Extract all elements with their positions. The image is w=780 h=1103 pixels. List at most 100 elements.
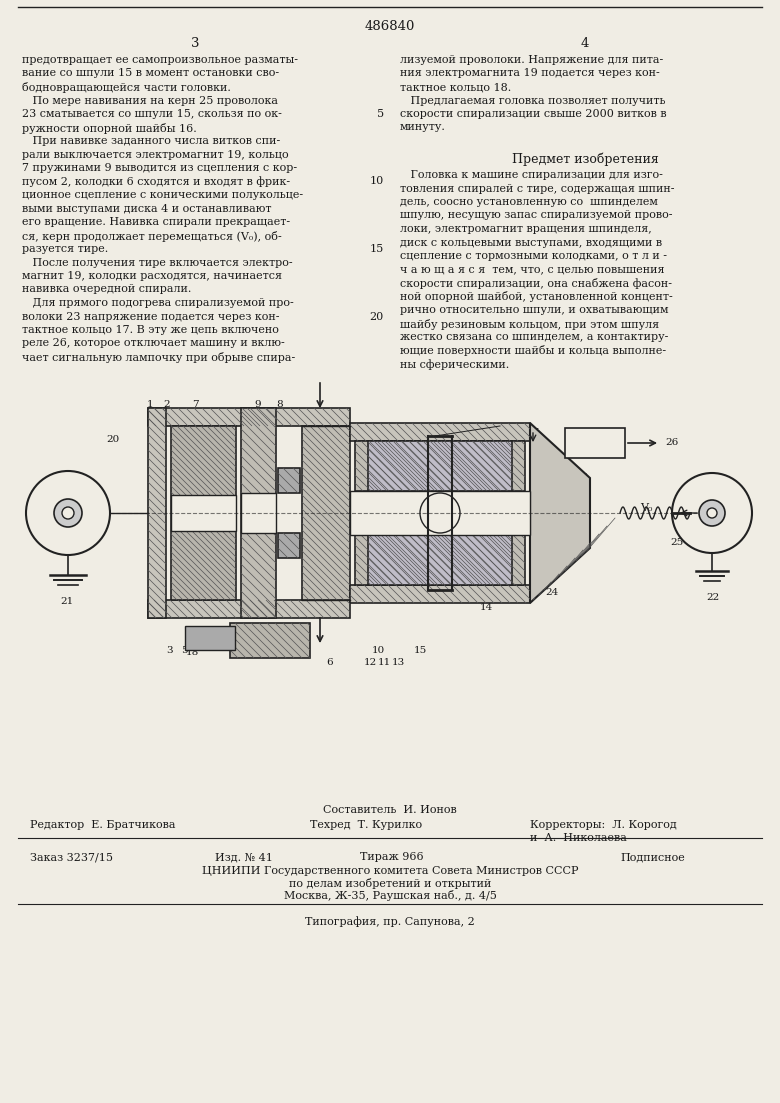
Text: Техред  Т. Курилко: Техред Т. Курилко bbox=[310, 820, 422, 829]
Text: вание со шпули 15 в момент остановки сво-: вание со шпули 15 в момент остановки сво… bbox=[22, 68, 279, 78]
Text: дель, соосно установленную со  шпинделем: дель, соосно установленную со шпинделем bbox=[400, 197, 658, 207]
Text: По мере навивания на керн 25 проволока: По мере навивания на керн 25 проволока bbox=[22, 96, 278, 106]
Text: V: V bbox=[528, 428, 537, 441]
Text: жестко связана со шпинделем, а контактиру-: жестко связана со шпинделем, а контактир… bbox=[400, 332, 668, 342]
Bar bbox=[302, 426, 350, 600]
Text: 19: 19 bbox=[155, 601, 168, 610]
Bar bbox=[241, 408, 276, 618]
Text: 15: 15 bbox=[413, 646, 427, 655]
Text: волоки 23 напряжение подается через кон-: волоки 23 напряжение подается через кон- bbox=[22, 311, 279, 321]
Bar bbox=[278, 533, 300, 558]
Text: 9: 9 bbox=[255, 400, 261, 409]
Text: ной опорной шайбой, установленной концент-: ной опорной шайбой, установленной концен… bbox=[400, 291, 672, 302]
Text: 4: 4 bbox=[581, 38, 589, 50]
Text: 486840: 486840 bbox=[365, 20, 415, 33]
Text: 7: 7 bbox=[192, 400, 198, 409]
Text: 16: 16 bbox=[490, 425, 503, 433]
Text: ся, керн продолжает перемещаться (V₀), об-: ся, керн продолжает перемещаться (V₀), о… bbox=[22, 231, 282, 242]
Text: 20: 20 bbox=[370, 311, 384, 321]
Text: ч а ю щ а я с я  тем, что, с целью повышения: ч а ю щ а я с я тем, что, с целью повыше… bbox=[400, 265, 665, 275]
Circle shape bbox=[420, 493, 460, 533]
Bar bbox=[350, 585, 530, 603]
Bar bbox=[241, 493, 276, 533]
Text: магнит 19, колодки расходятся, начинается: магнит 19, колодки расходятся, начинаетс… bbox=[22, 271, 282, 281]
Text: диск с кольцевыми выступами, входящими в: диск с кольцевыми выступами, входящими в bbox=[400, 237, 662, 247]
Text: сцепление с тормозными колодками, о т л и -: сцепление с тормозными колодками, о т л … bbox=[400, 251, 667, 261]
Bar bbox=[148, 600, 350, 618]
Text: 14: 14 bbox=[480, 603, 493, 612]
Bar bbox=[350, 422, 530, 441]
Text: 11: 11 bbox=[378, 658, 391, 667]
Text: 25: 25 bbox=[670, 538, 683, 547]
Text: 10: 10 bbox=[371, 646, 385, 655]
Text: товления спиралей с тире, содержащая шпин-: товления спиралей с тире, содержащая шпи… bbox=[400, 183, 675, 193]
Bar bbox=[355, 441, 525, 491]
Text: навивка очередной спирали.: навивка очередной спирали. bbox=[22, 285, 191, 295]
Text: 10: 10 bbox=[370, 176, 384, 186]
Text: 21: 21 bbox=[60, 597, 73, 606]
Text: тактное кольцо 18.: тактное кольцо 18. bbox=[400, 82, 511, 92]
Circle shape bbox=[54, 499, 82, 527]
Bar bbox=[368, 535, 512, 585]
Text: рали выключается электромагнит 19, кольцо: рали выключается электромагнит 19, кольц… bbox=[22, 150, 289, 160]
Circle shape bbox=[368, 441, 512, 585]
Text: 8: 8 bbox=[277, 400, 283, 409]
Circle shape bbox=[707, 508, 717, 518]
Text: 3: 3 bbox=[191, 38, 199, 50]
Text: разуется тире.: разуется тире. bbox=[22, 244, 108, 254]
Bar bbox=[171, 495, 236, 531]
Text: минуту.: минуту. bbox=[400, 122, 446, 132]
Text: 5: 5 bbox=[181, 646, 187, 655]
Text: Головка к машине спирализации для изго-: Головка к машине спирализации для изго- bbox=[400, 170, 663, 180]
Text: 20: 20 bbox=[106, 435, 119, 445]
Circle shape bbox=[62, 507, 74, 520]
Circle shape bbox=[672, 473, 752, 553]
Text: шайбу резиновым кольцом, при этом шпуля: шайбу резиновым кольцом, при этом шпуля bbox=[400, 319, 659, 330]
Text: Изд. № 41: Изд. № 41 bbox=[215, 852, 273, 863]
Bar bbox=[355, 535, 525, 585]
Text: лизуемой проволоки. Напряжение для пита-: лизуемой проволоки. Напряжение для пита- bbox=[400, 55, 663, 65]
Text: 13: 13 bbox=[392, 658, 405, 667]
Text: ЦНИИПИ Государственного комитета Совета Министров СССР: ЦНИИПИ Государственного комитета Совета … bbox=[202, 866, 578, 876]
Text: бодновращающейся части головки.: бодновращающейся части головки. bbox=[22, 82, 231, 93]
Text: Предлагаемая головка позволяет получить: Предлагаемая головка позволяет получить bbox=[400, 96, 665, 106]
Text: 23 сматывается со шпули 15, скользя по ок-: 23 сматывается со шпули 15, скользя по о… bbox=[22, 109, 282, 119]
Text: Заказ 3237/15: Заказ 3237/15 bbox=[30, 852, 113, 863]
Text: 1: 1 bbox=[147, 400, 154, 409]
Text: ружности опорной шайбы 16.: ружности опорной шайбы 16. bbox=[22, 122, 197, 133]
Bar bbox=[278, 468, 300, 493]
Text: 6: 6 bbox=[327, 658, 333, 667]
Text: ния электромагнита 19 подается через кон-: ния электромагнита 19 подается через кон… bbox=[400, 68, 660, 78]
Text: Составитель  И. Ионов: Составитель И. Ионов bbox=[323, 805, 457, 815]
Text: ющие поверхности шайбы и кольца выполне-: ющие поверхности шайбы и кольца выполне- bbox=[400, 345, 666, 356]
Text: 24: 24 bbox=[545, 588, 558, 597]
Text: 2: 2 bbox=[164, 400, 170, 409]
Text: по делам изобретений и открытий: по делам изобретений и открытий bbox=[289, 878, 491, 889]
Text: 26: 26 bbox=[665, 438, 679, 447]
Bar bbox=[350, 491, 530, 535]
Text: локи, электромагнит вращения шпинделя,: локи, электромагнит вращения шпинделя, bbox=[400, 224, 652, 234]
Text: 7 пружинами 9 выводится из сцепления с кор-: 7 пружинами 9 выводится из сцепления с к… bbox=[22, 163, 297, 173]
Text: Корректоры:  Л. Корогод: Корректоры: Л. Корогод bbox=[530, 820, 677, 829]
Text: V₀: V₀ bbox=[640, 503, 652, 513]
Text: Типография, пр. Сапунова, 2: Типография, пр. Сапунова, 2 bbox=[305, 915, 475, 927]
Text: 12: 12 bbox=[363, 658, 377, 667]
Text: ционное сцепление с коническими полукольце-: ционное сцепление с коническими полуколь… bbox=[22, 190, 303, 200]
Ellipse shape bbox=[400, 493, 480, 533]
Bar bbox=[185, 627, 235, 650]
Text: 15: 15 bbox=[370, 244, 384, 254]
Polygon shape bbox=[530, 422, 590, 603]
Bar bbox=[230, 623, 310, 658]
Text: скорости спирализации свыше 2000 витков в: скорости спирализации свыше 2000 витков … bbox=[400, 109, 667, 119]
Text: ны сферическими.: ны сферическими. bbox=[400, 358, 509, 370]
Text: скорости спирализации, она снабжена фасон-: скорости спирализации, она снабжена фасо… bbox=[400, 278, 672, 289]
Text: 5: 5 bbox=[377, 109, 384, 119]
Text: 23: 23 bbox=[575, 473, 588, 482]
Text: После получения тире включается электро-: После получения тире включается электро- bbox=[22, 257, 292, 268]
Circle shape bbox=[26, 471, 110, 555]
Bar bbox=[565, 428, 625, 458]
Text: и  А.  Николаева: и А. Николаева bbox=[530, 833, 627, 843]
Text: При навивке заданного числа витков спи-: При навивке заданного числа витков спи- bbox=[22, 136, 280, 146]
Text: пусом 2, колодки 6 сходятся и входят в фрик-: пусом 2, колодки 6 сходятся и входят в ф… bbox=[22, 176, 290, 188]
Text: тактное кольцо 17. В эту же цепь включено: тактное кольцо 17. В эту же цепь включен… bbox=[22, 325, 279, 335]
